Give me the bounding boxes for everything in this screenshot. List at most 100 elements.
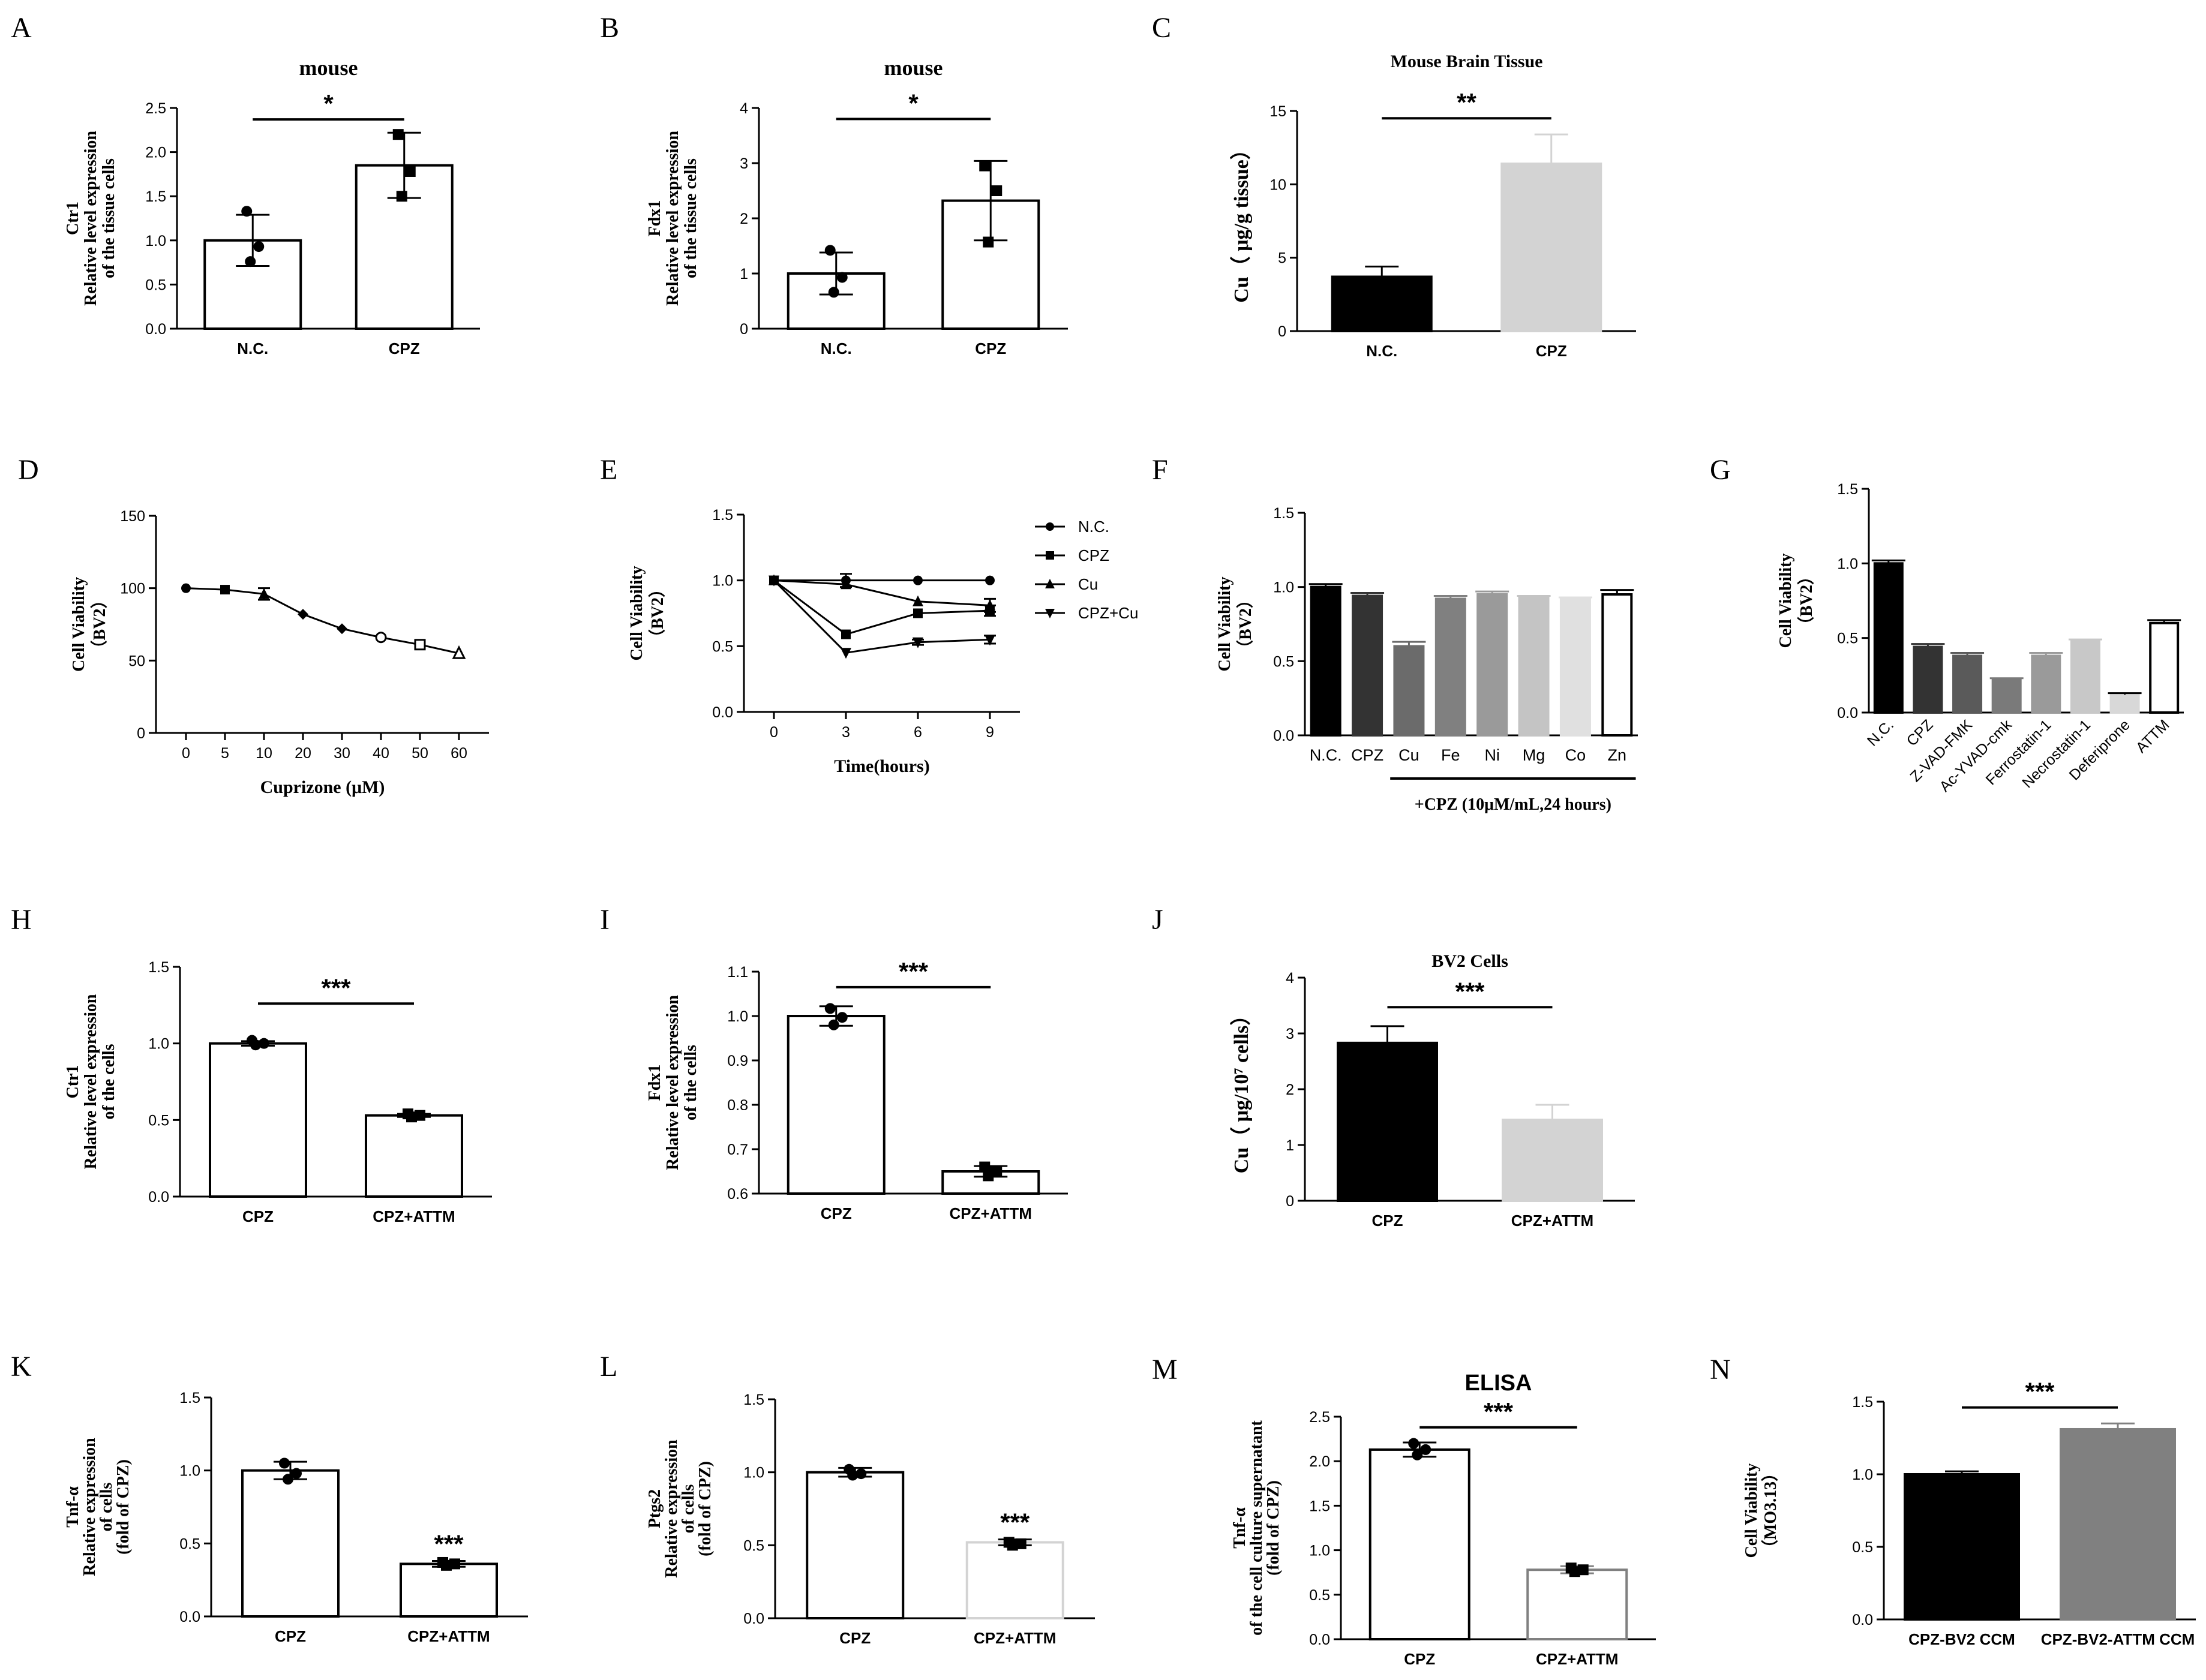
x-tick-label: 60	[451, 745, 467, 762]
y-axis-label: Relative expression	[662, 1439, 681, 1578]
chart-title: mouse	[884, 56, 943, 80]
bar	[1873, 562, 1904, 714]
y-tick-label: 1.0	[743, 1465, 764, 1481]
x-tick-label: 9	[986, 724, 994, 741]
data-point	[841, 629, 851, 639]
y-axis-label: (fold of CPZ)	[114, 1459, 133, 1555]
x-tick-label: 0	[182, 745, 190, 762]
y-tick-label: 1.5	[1309, 1498, 1330, 1514]
series-line	[773, 579, 991, 654]
y-tick-label: 0.0	[1273, 728, 1294, 744]
bar	[1952, 654, 1983, 714]
y-tick-label: 0.5	[1309, 1587, 1330, 1604]
panel-label: H	[11, 904, 32, 936]
y-tick-label: 1.0	[145, 233, 166, 250]
y-tick-label: 150	[120, 508, 145, 525]
y-tick-label: 50	[128, 653, 145, 669]
y-tick-label: 10	[1269, 176, 1286, 193]
data-point	[983, 1170, 994, 1182]
legend-label: CPZ+Cu	[1078, 604, 1138, 622]
y-tick-label: 1.0	[179, 1463, 200, 1480]
bar	[2031, 654, 2061, 714]
y-tick-label: 1.5	[1837, 481, 1858, 498]
series-line	[773, 579, 991, 636]
panel-label: G	[1710, 454, 1731, 486]
x-tick-label: CPZ+ATTM	[950, 1204, 1032, 1222]
x-tick-label: CPZ	[242, 1207, 274, 1225]
chart-panel-n: N 0.0 0.5 1.0 1.5 Cell Viability （MO3.13） CPZ-B…	[1710, 1354, 2196, 1648]
bar	[1502, 1119, 1603, 1203]
y-tick-label: 1.0	[712, 573, 733, 590]
y-tick-label: 4	[740, 100, 748, 117]
y-axis-label: Relative level expression	[664, 995, 682, 1170]
significance-label: ***	[899, 957, 929, 985]
bar	[1337, 1041, 1438, 1203]
panel-label: B	[600, 12, 619, 44]
data-point	[856, 1468, 867, 1480]
bar	[806, 1471, 905, 1620]
y-axis-label: of the tissue cells	[100, 158, 118, 278]
y-axis-label: Fdx1	[646, 1065, 664, 1101]
bar	[241, 1469, 340, 1618]
significance-label: **	[1457, 88, 1476, 116]
x-tick-label: 20	[295, 745, 311, 762]
x-tick-label: 30	[334, 745, 350, 762]
chart-panel-f: F 0.0 0.5 1.0 1.5 Cell Viability （BV2） N.C. CPZ C…	[1152, 454, 1638, 814]
data-point	[1408, 1438, 1419, 1449]
y-axis-label: Ptgs2	[646, 1489, 664, 1528]
x-tick-label: 3	[842, 724, 850, 741]
data-point	[259, 588, 269, 599]
significance-label: *	[908, 89, 919, 117]
data-point	[241, 206, 253, 217]
bar	[1601, 593, 1633, 737]
y-tick-label: 2.5	[145, 100, 166, 117]
x-tick-label: 5	[221, 745, 229, 762]
x-tick-label: Ni	[1484, 746, 1500, 764]
y-tick-label: 0.0	[145, 321, 166, 338]
x-tick-label: 6	[914, 724, 922, 741]
bar	[1434, 597, 1466, 737]
data-point	[824, 1003, 836, 1014]
y-tick-label: 15	[1269, 103, 1286, 120]
data-point	[769, 575, 779, 587]
y-axis-label: Tnf-α	[1230, 1507, 1249, 1549]
data-point	[250, 1039, 261, 1051]
y-tick-label: 0.0	[1852, 1612, 1873, 1628]
bar	[1352, 594, 1383, 737]
y-tick-label: 0.0	[1309, 1631, 1330, 1648]
y-tick-label: 0.5	[743, 1537, 764, 1554]
y-axis-label: Cu（ μg/10⁷ cells）	[1229, 1005, 1253, 1174]
x-tick-label: CPZ+ATTM	[1536, 1650, 1618, 1668]
chart-panel-j: J 0 1 2 3 4 Cu（ μg/10⁷ cells） BV2 Cells CPZ CPZ+A…	[1152, 904, 1635, 1230]
y-tick-label: 0.5	[712, 638, 733, 655]
x-tick-label: CPZ	[1372, 1212, 1403, 1230]
y-tick-label: 0.0	[712, 704, 733, 721]
data-point	[1420, 1444, 1431, 1455]
x-tick-label: CPZ	[1536, 342, 1567, 360]
y-axis-label: of the cells	[100, 1044, 118, 1119]
y-axis-label: of cells	[97, 1483, 116, 1532]
data-point	[828, 287, 839, 298]
x-tick-label: Cu	[1398, 746, 1419, 764]
bar	[2149, 621, 2180, 714]
y-axis-label: Cell Viability	[1742, 1463, 1761, 1558]
bar	[965, 1541, 1064, 1619]
bar	[1526, 1568, 1628, 1641]
panel-label: I	[600, 904, 610, 936]
legend-marker	[1046, 522, 1054, 531]
series-line	[185, 587, 460, 654]
bar	[1559, 597, 1591, 737]
data-point	[979, 160, 991, 172]
x-tick-label: CPZ	[821, 1204, 852, 1222]
chart-title: Mouse Brain Tissue	[1391, 52, 1543, 71]
y-tick-label: 4	[1286, 970, 1294, 987]
x-tick-label: ATTM	[2133, 716, 2173, 756]
bar	[1310, 585, 1341, 737]
significance-label: ***	[1000, 1508, 1030, 1537]
data-point	[396, 191, 407, 202]
y-tick-label: 100	[120, 581, 145, 597]
y-axis-label: (fold of CPZ)	[1264, 1480, 1283, 1576]
y-axis-label: Tnf-α	[64, 1486, 82, 1528]
y-tick-label: 1.5	[179, 1390, 200, 1406]
